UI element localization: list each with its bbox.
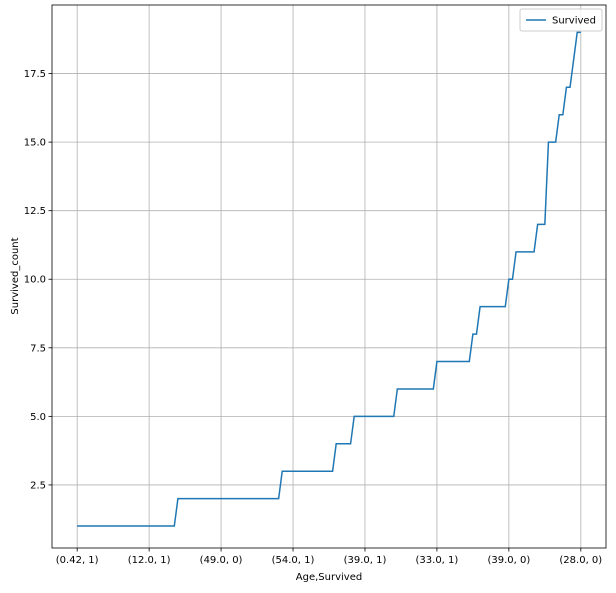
plot-frame — [51, 4, 607, 549]
y-tick-label: 12.5 — [24, 206, 46, 217]
y-tick-label: 17.5 — [24, 69, 46, 80]
x-tick-label: (12.0, 1) — [128, 555, 171, 566]
y-axis-label: Survived_count — [10, 237, 21, 314]
y-tick-label: 5.0 — [30, 412, 46, 423]
x-tick-label: (33.0, 1) — [416, 555, 459, 566]
data-line — [77, 31, 581, 527]
y-tick-label: 15.0 — [24, 138, 46, 149]
y-tick-label: 2.5 — [30, 480, 46, 491]
x-axis-label: Age,Survived — [296, 572, 362, 583]
y-tick-label: 7.5 — [30, 343, 46, 354]
x-tick-label: (0.42, 1) — [56, 555, 99, 566]
legend-box — [519, 8, 603, 32]
x-tick-label: (28.0, 0) — [559, 555, 602, 566]
y-tick-label: 10.0 — [24, 275, 46, 286]
x-tick-label: (54.0, 1) — [272, 555, 315, 566]
x-tick-label: (49.0, 0) — [200, 555, 243, 566]
x-tick-label: (39.0, 0) — [487, 555, 530, 566]
legend-label: Survived — [552, 16, 596, 27]
x-tick-label: (39.0, 1) — [344, 555, 387, 566]
